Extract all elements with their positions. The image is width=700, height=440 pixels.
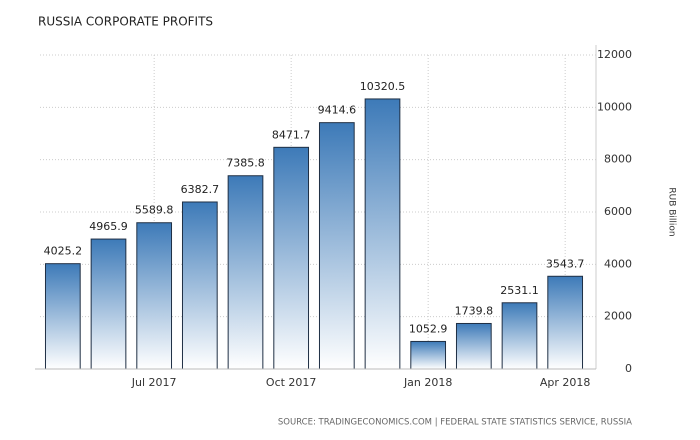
x-tick-label: Jan 2018 [403,376,452,389]
bar [273,146,310,370]
x-tick-label: Oct 2017 [266,376,317,389]
y-axis-label: RUB Billion [667,187,677,236]
y-tick-label: 6000 [604,205,632,218]
bar [455,322,492,370]
value-label: 6382.7 [181,183,220,196]
y-tick-label: 10000 [597,100,632,113]
bar [410,340,447,370]
value-label: 7385.8 [226,157,265,170]
bar [90,238,127,370]
bar [318,122,355,370]
y-tick-label: 2000 [604,310,632,323]
bar [364,98,401,370]
bar [547,275,584,370]
y-tick-label: 12000 [597,48,632,61]
value-label: 10320.5 [360,80,406,93]
bar [136,222,173,370]
value-label: 4965.9 [89,220,128,233]
value-label: 9414.6 [318,104,357,117]
bar [227,175,264,370]
source: SOURCE: TRADINGECONOMICS.COM | FEDERAL S… [278,418,632,428]
y-tick-label: 8000 [604,153,632,166]
x-tick-label: Apr 2018 [540,376,591,389]
chart-title: RUSSIA CORPORATE PROFITS [38,15,213,29]
y-tick-label: 4000 [604,257,632,270]
value-label: 3543.7 [546,257,585,270]
value-label: 1739.8 [455,304,494,317]
bar [501,302,538,370]
value-label: 2531.1 [500,284,539,297]
value-label: 4025.2 [44,245,83,258]
bar [44,263,81,370]
value-label: 1052.9 [409,322,448,335]
y-tick-label: 0 [625,362,632,375]
value-label: 5589.8 [135,204,174,217]
x-tick-label: Jul 2017 [131,376,177,389]
value-label: 8471.7 [272,128,311,141]
bar [181,201,218,370]
